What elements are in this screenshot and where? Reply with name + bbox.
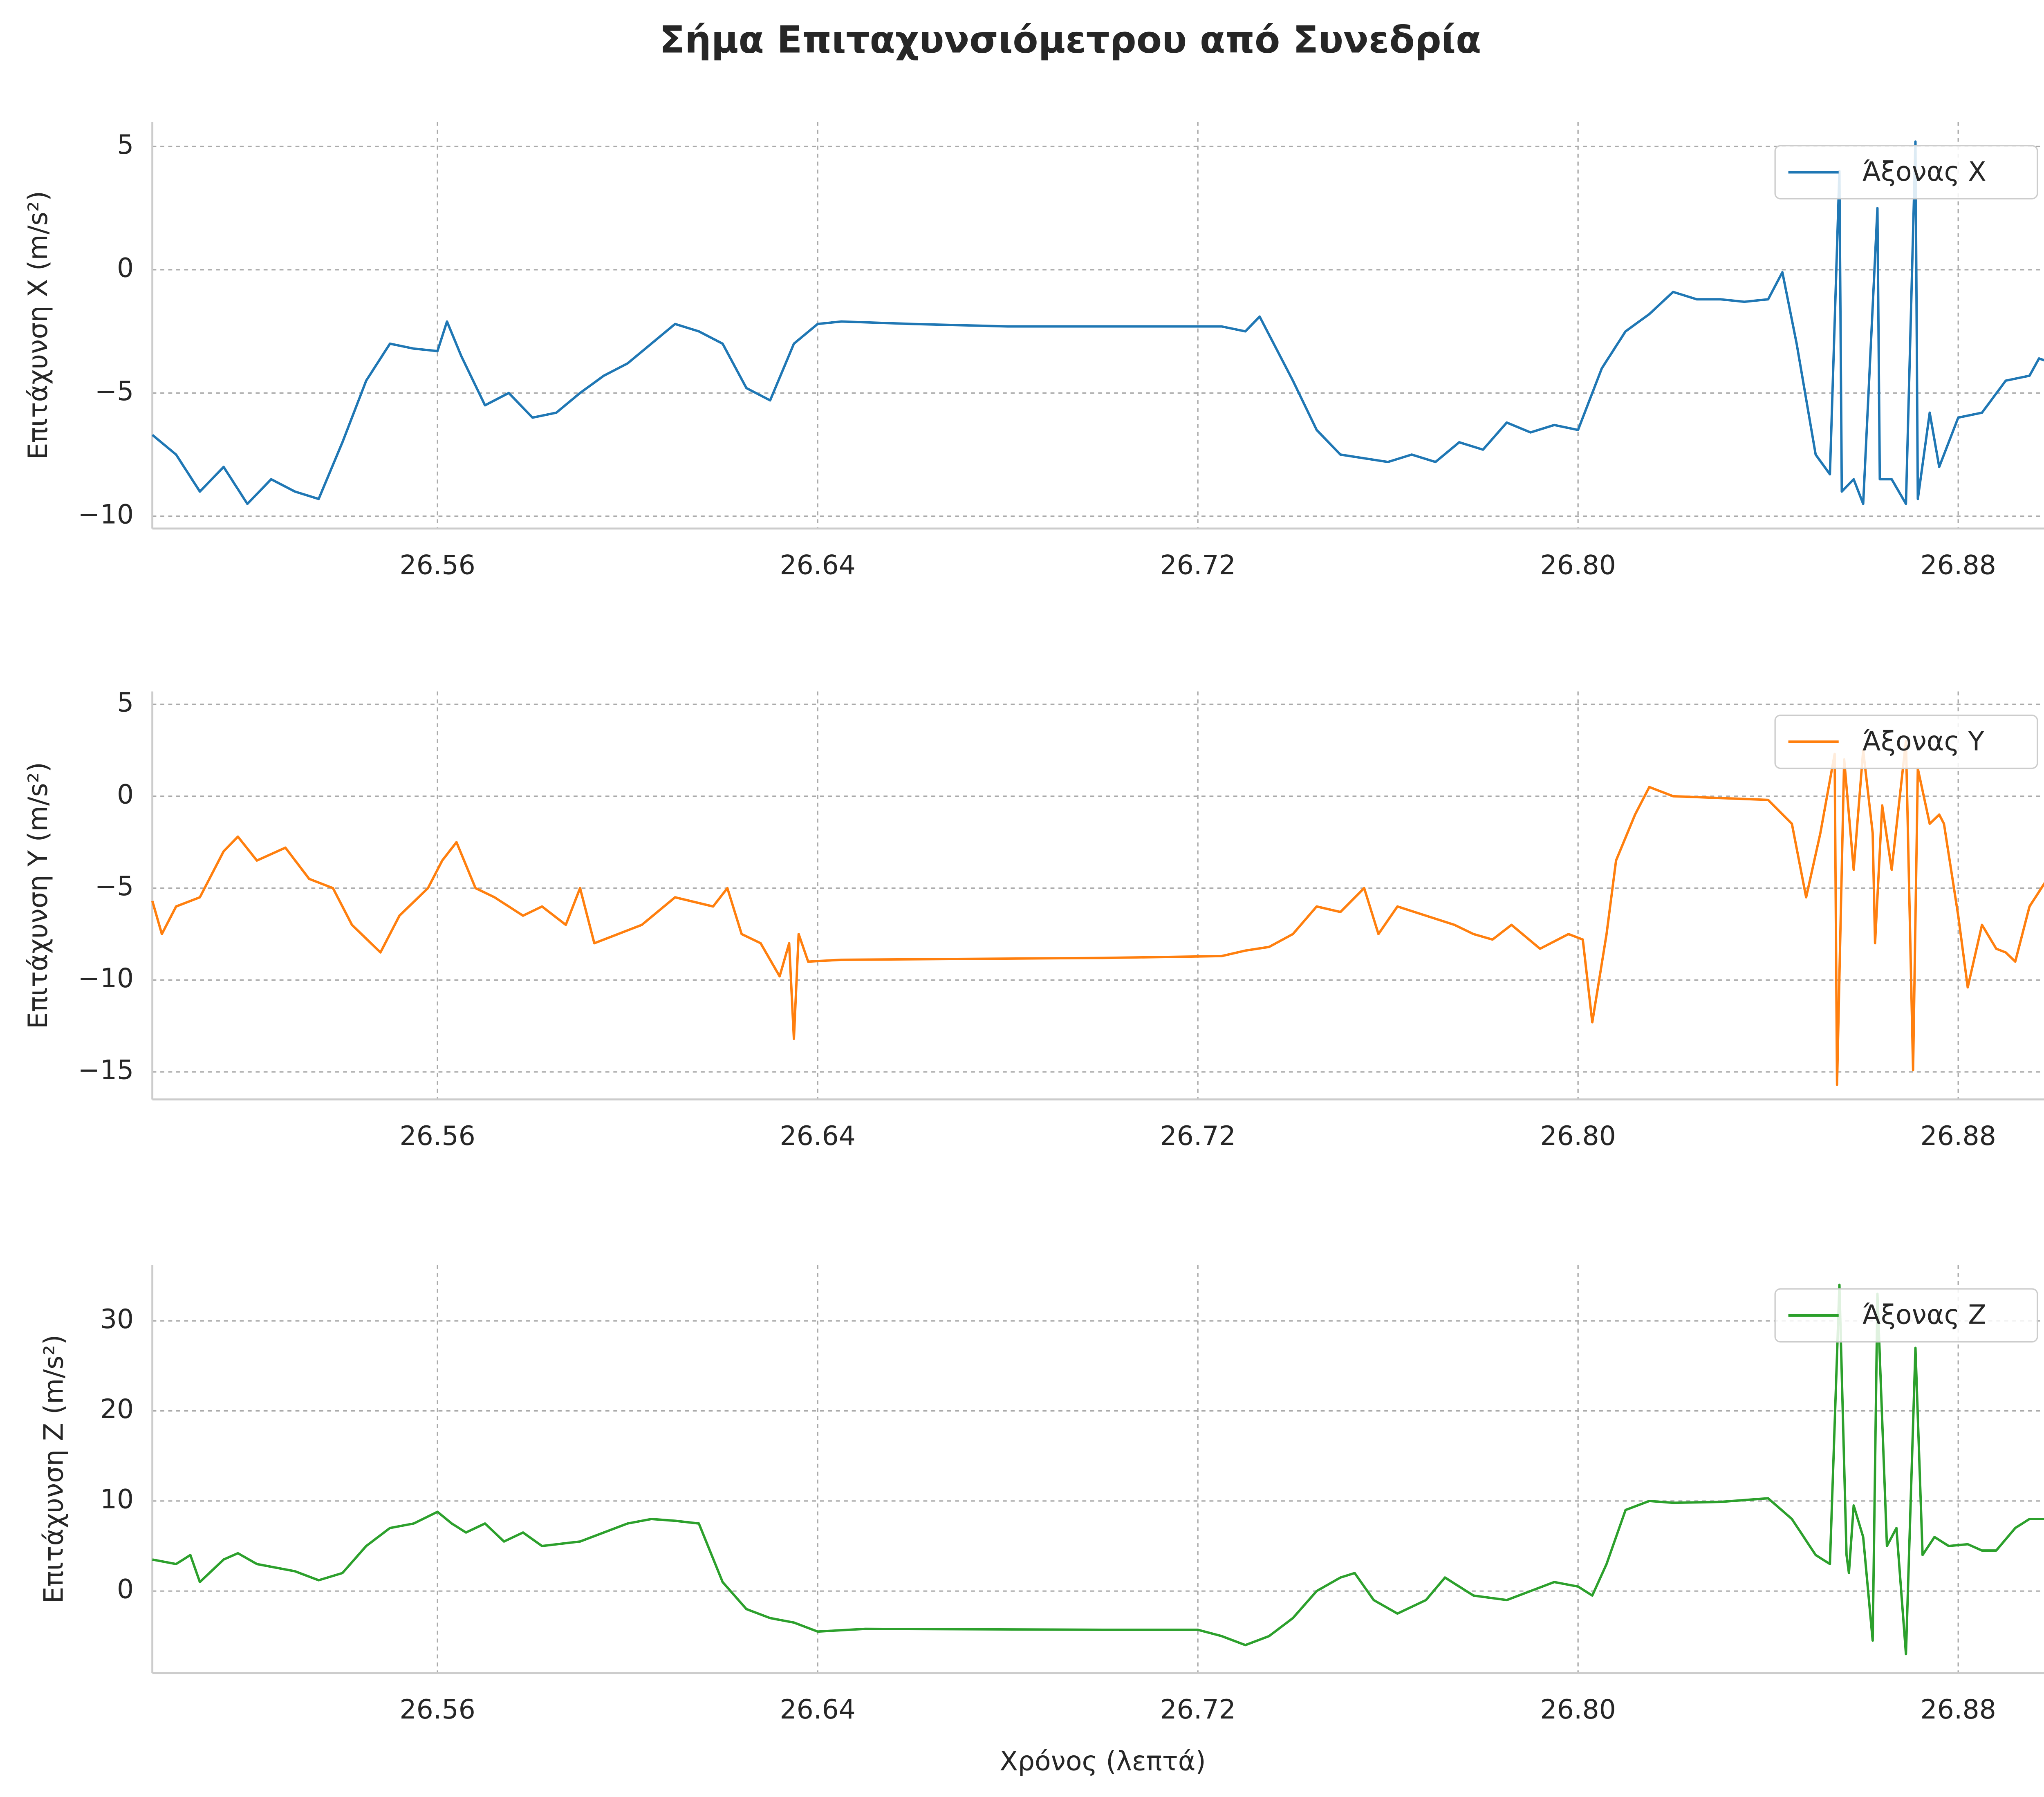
y-tick-label: 10 — [100, 1484, 134, 1515]
data-line — [151, 739, 2044, 1086]
x-axis-label: Χρόνος (λεπτά) — [1000, 1746, 1206, 1777]
y-tick-label: 5 — [117, 130, 134, 160]
y-tick-label: −5 — [95, 376, 134, 407]
y-tick-label: 0 — [117, 779, 134, 810]
y-tick-label: 0 — [117, 253, 134, 283]
x-tick-label: 26.56 — [399, 1121, 475, 1152]
x-tick-label: 26.64 — [780, 1694, 856, 1725]
x-tick-label: 26.72 — [1160, 550, 1236, 580]
subplot: 26.56 26.64 26.72 26.80 26.88 −10 −5 0 5 Επιτάχυν… — [23, 122, 2044, 580]
x-tick-label: 26.88 — [1920, 1694, 1996, 1725]
y-tick-label: −15 — [78, 1055, 134, 1086]
legend-label: Άξονας Y — [1862, 726, 1984, 757]
y-tick-label: −5 — [95, 871, 134, 902]
x-tick-label: 26.56 — [399, 550, 475, 580]
y-tick-label: 0 — [117, 1574, 134, 1605]
x-tick-label: 26.56 — [399, 1694, 475, 1725]
figure-title: Σήμα Επιταχυνσιόμετρου από Συνεδρία — [659, 19, 1481, 62]
x-tick-label: 26.88 — [1920, 1121, 1996, 1152]
legend-box — [1774, 1288, 2038, 1343]
x-tick-label: 26.80 — [1540, 1121, 1616, 1152]
legend-label: Άξονας Z — [1862, 1300, 1986, 1331]
subplot: 26.56 26.64 26.72 26.80 26.88 0 10 20 30 Επιτάχυν… — [39, 1265, 2044, 1777]
y-axis-label: Επιτάχυνση Z (m/s²) — [39, 1335, 69, 1604]
subplot: 26.56 26.64 26.72 26.80 26.88 −15 −10 −5 0 5 Επιτά… — [23, 688, 2044, 1152]
x-tick-label: 26.88 — [1920, 550, 1996, 580]
legend-box — [1774, 715, 2038, 769]
y-tick-label: 30 — [100, 1304, 134, 1335]
x-tick-label: 26.80 — [1540, 550, 1616, 580]
legend-box — [1774, 145, 2038, 199]
y-tick-label: −10 — [78, 963, 134, 994]
y-axis-label: Επιτάχυνση Y (m/s²) — [23, 762, 54, 1029]
legend-label: Άξονας X — [1862, 157, 1986, 187]
x-tick-label: 26.64 — [780, 1121, 856, 1152]
data-line — [152, 1284, 2044, 1656]
x-tick-label: 26.72 — [1160, 1121, 1236, 1152]
y-tick-label: −10 — [78, 499, 134, 530]
x-tick-label: 26.72 — [1160, 1694, 1236, 1725]
x-tick-label: 26.64 — [780, 550, 856, 580]
y-tick-label: 5 — [117, 688, 134, 718]
x-tick-label: 26.80 — [1540, 1694, 1616, 1725]
y-tick-label: 20 — [100, 1394, 134, 1425]
data-line — [151, 140, 2044, 505]
y-axis-label: Επιτάχυνση X (m/s²) — [23, 191, 54, 460]
